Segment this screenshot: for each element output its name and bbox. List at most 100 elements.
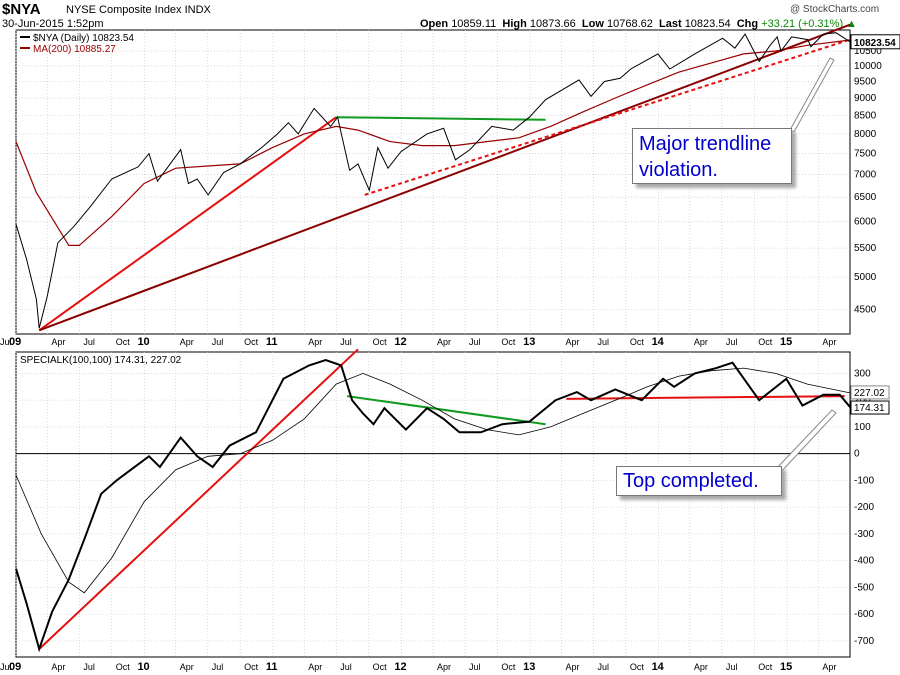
specialk-tag-box	[850, 400, 890, 415]
trendline-red	[566, 395, 845, 400]
trendline-dark-red	[38, 23, 851, 332]
index-name: NYSE Composite Index INDX	[66, 4, 211, 16]
x-tick-label: Apr	[565, 662, 579, 672]
callout-top-completed: Top completed.	[616, 466, 782, 496]
y-tick-label: 100	[854, 422, 871, 433]
signal-last-tag: 227.02	[854, 388, 885, 399]
x-tick-label: Jul	[83, 337, 95, 347]
x-tick-label: 12	[394, 336, 406, 348]
legend-ma: MA(200) 10885.27	[33, 44, 116, 55]
trendline-red-dashed	[364, 38, 851, 196]
x-tick-label: Jul	[340, 337, 352, 347]
trendline-green	[336, 116, 546, 121]
x-tick-label: Apr	[51, 662, 65, 672]
quote-bar: Open 10859.11 High 10873.66 Low 10768.62…	[420, 18, 857, 30]
y-tick-label: 4500	[854, 304, 877, 315]
y-tick-label: 8500	[854, 110, 877, 121]
legend-price: $NYA (Daily) 10823.54	[33, 33, 134, 44]
x-tick-label: 11	[266, 661, 278, 673]
chg-value: +33.21 (+0.31%)	[761, 18, 844, 30]
trendline-green	[346, 395, 546, 426]
x-tick-label: Jul	[212, 662, 224, 672]
y-tick-label: 0	[854, 449, 860, 460]
low-label: Low	[581, 18, 604, 30]
callout1-pointer	[789, 57, 835, 133]
x-tick-label: Jul	[469, 662, 481, 672]
x-tick-label: Oct	[501, 337, 516, 347]
x-tick-label: Jul	[212, 337, 224, 347]
open-value: 10859.11	[451, 18, 497, 30]
specialk-line	[15, 358, 851, 653]
x-tick-label: Apr	[308, 662, 322, 672]
x-tick-label: Oct	[244, 337, 259, 347]
x-tick-label: Apr	[180, 662, 194, 672]
x-tick-label: Oct	[116, 337, 131, 347]
y-tick-label: -400	[854, 556, 874, 567]
x-tick-label: Oct	[758, 337, 773, 347]
y-tick-label: 8000	[854, 129, 877, 140]
y-tick-label: 10500	[854, 46, 882, 57]
last-value: 10823.54	[684, 18, 731, 30]
x-tick-label: Oct	[630, 337, 645, 347]
x-tick-label: 15	[780, 336, 792, 348]
x-tick-label: Apr	[565, 337, 579, 347]
x-tick-label: 13	[523, 661, 535, 673]
x-tick-label: 11	[266, 336, 278, 348]
x-tick-label: Oct	[630, 662, 645, 672]
x-tick-label: 09	[9, 336, 21, 348]
quote-date: 30-Jun-2015 1:52pm	[2, 18, 104, 30]
x-tick-label: 14	[652, 661, 665, 673]
y-tick-label: 7000	[854, 170, 877, 181]
x-tick-label: Apr	[694, 662, 708, 672]
x-tick-label: 12	[394, 661, 406, 673]
panel-2-frame	[15, 351, 851, 658]
x-tick-label: Oct	[244, 662, 259, 672]
y-tick-label: 5500	[854, 243, 877, 254]
x-tick-label: Oct	[116, 662, 131, 672]
legend-specialk: SPECIALK(100,100) 174.31, 227.02	[20, 355, 182, 366]
last-value-tag: 10823.54	[854, 38, 896, 49]
y-tick-label: 7500	[854, 149, 877, 160]
signal-tag-box	[850, 385, 890, 400]
specialk-last-tag: 174.31	[854, 403, 885, 414]
x-tick-label: 14	[652, 336, 665, 348]
x-tick-label: Jul	[726, 662, 738, 672]
up-arrow-icon: ▲	[846, 18, 858, 30]
x-tick-label: 09	[9, 661, 21, 673]
x-tick-label: 10	[137, 661, 149, 673]
x-tick-label: Jul	[340, 662, 352, 672]
x-tick-label: Oct	[373, 337, 388, 347]
y-tick-label: -700	[854, 636, 874, 647]
x-tick-label: Oct	[758, 662, 773, 672]
x-tick-label: Jul	[0, 662, 12, 672]
x-tick-label: Apr	[822, 337, 836, 347]
last-label: Last	[659, 18, 682, 30]
price-line	[15, 32, 851, 329]
y-tick-label: 300	[854, 368, 871, 379]
x-tick-label: 15	[780, 661, 792, 673]
high-value: 10873.66	[529, 18, 576, 30]
high-label: High	[502, 18, 527, 30]
y-tick-label: 9000	[854, 93, 877, 104]
x-tick-label: 13	[523, 336, 535, 348]
x-tick-label: Jul	[0, 337, 12, 347]
x-tick-label: Apr	[694, 337, 708, 347]
y-tick-label: 5000	[854, 272, 877, 283]
x-tick-label: Apr	[437, 662, 451, 672]
ticker-symbol: $NYA	[2, 1, 41, 18]
callout-trendline-violation: Major trendline violation.	[632, 128, 792, 184]
y-tick-label: 9500	[854, 77, 877, 88]
x-tick-label: Apr	[437, 337, 451, 347]
x-tick-label: Apr	[822, 662, 836, 672]
x-tick-label: Oct	[373, 662, 388, 672]
x-tick-label: Jul	[726, 337, 738, 347]
x-tick-label: Jul	[469, 337, 481, 347]
x-tick-label: Apr	[51, 337, 65, 347]
chg-label: Chg	[736, 18, 759, 30]
trendline-red	[38, 348, 359, 650]
y-tick-label: 6000	[854, 217, 877, 228]
y-tick-label: -600	[854, 609, 874, 620]
y-tick-label: 6500	[854, 192, 877, 203]
brand-label: @ StockCharts.com	[790, 4, 880, 15]
